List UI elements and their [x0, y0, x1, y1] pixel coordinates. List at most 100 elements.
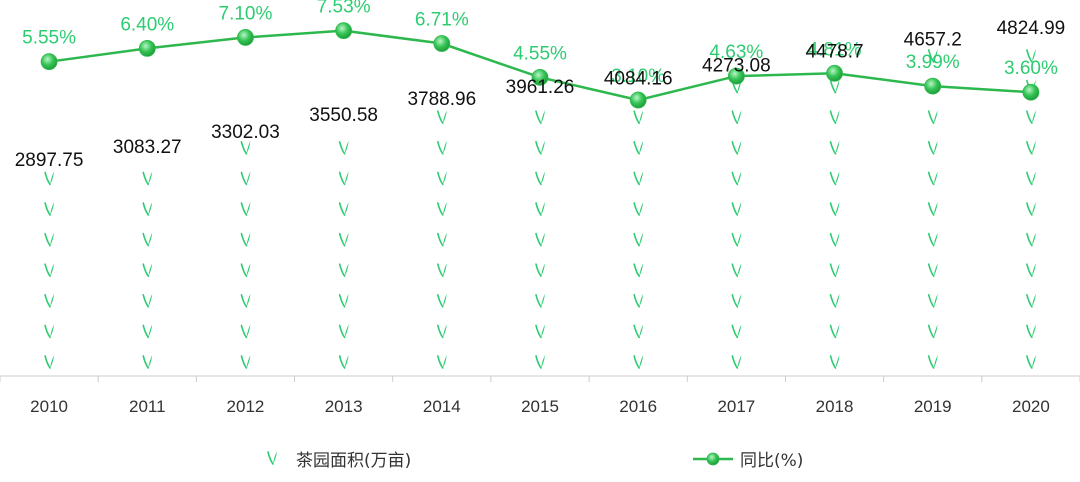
x-tick-label: 2015: [521, 397, 559, 416]
yoy-point[interactable]: [826, 64, 843, 82]
tea-leaf-icon: [927, 355, 938, 369]
yoy-point[interactable]: [433, 35, 451, 52]
yoy-point[interactable]: [40, 53, 58, 71]
tea-leaf-icon: [535, 324, 545, 339]
tea-leaf-icon-glyph: [267, 451, 277, 465]
tea-leaf-icon: [437, 202, 447, 216]
tea-leaf-icon: [338, 355, 349, 369]
yoy-value-label: 6.40%: [120, 14, 174, 35]
yoy-point[interactable]: [727, 67, 745, 85]
area-value-label: 4824.99: [997, 18, 1066, 39]
area-value-label: 4657.2: [904, 29, 962, 50]
area-value-label: 4478.7: [805, 42, 863, 63]
tea-leaf-icon: [240, 293, 251, 308]
tea-leaf-icon: [1026, 140, 1036, 155]
yoy-line-series: [40, 22, 1040, 109]
tea-leaf-icon: [267, 451, 277, 465]
legend: 茶园面积(万亩) 同比(%): [267, 451, 803, 471]
tea-leaf-icon: [633, 110, 644, 124]
tea-leaf-icon: [44, 293, 55, 308]
tea-leaf-icon: [44, 202, 55, 216]
legend-label-area: 茶园面积(万亩): [296, 451, 411, 471]
tea-leaf-icon: [142, 232, 153, 247]
yoy-value-label: 4.63%: [709, 42, 763, 63]
tea-leaf-icon: [927, 293, 938, 308]
yoy-value-label: 3.99%: [906, 52, 960, 73]
yoy-point[interactable]: [629, 91, 647, 109]
tea-leaf-icon: [535, 355, 545, 369]
tea-leaf-icon: [338, 293, 349, 308]
area-value-label: 4084.16: [604, 69, 673, 90]
tea-leaf-icon: [535, 263, 545, 278]
tea-leaf-icon: [437, 110, 447, 124]
yoy-value-label: 7.53%: [317, 0, 371, 18]
area-bar: [142, 171, 153, 369]
tea-leaf-icon: [633, 355, 644, 369]
area-bar: [927, 49, 938, 369]
tea-leaf-icon: [142, 263, 153, 278]
tea-leaf-icon: [44, 171, 55, 186]
tea-leaf-icon: [44, 355, 55, 369]
tea-leaf-icon: [731, 202, 742, 216]
area-value-label: 3961.26: [506, 77, 575, 98]
tea-leaf-icon: [731, 110, 742, 124]
tea-leaf-icon: [240, 171, 251, 186]
tea-leaf-icon: [240, 232, 251, 247]
tea-leaf-icon: [829, 110, 840, 124]
area-value-label: 3083.27: [113, 137, 182, 158]
x-tick-label: 2012: [227, 397, 265, 416]
tea-leaf-icon: [731, 140, 742, 155]
tea-leaf-icon: [633, 202, 644, 216]
tea-leaf-icon: [829, 232, 840, 247]
tea-leaf-icon: [240, 355, 251, 369]
yoy-point[interactable]: [924, 77, 942, 95]
tea-leaf-icon: [731, 232, 742, 247]
tea-leaf-icon: [240, 263, 251, 278]
tea-leaf-icon: [927, 49, 938, 63]
area-bar: [44, 171, 55, 369]
tea-leaf-icon: [633, 232, 644, 247]
tea-leaf-icon: [927, 324, 938, 339]
legend-marker-swatch: [706, 452, 720, 466]
yoy-value-label: 3.10%: [611, 66, 665, 87]
area-bar: [829, 79, 840, 369]
tea-leaf-icon: [1026, 110, 1036, 124]
legend-item-area[interactable]: 茶园面积(万亩): [267, 451, 411, 471]
area-value-label: 3550.58: [309, 105, 378, 126]
yoy-value-label: 3.60%: [1004, 58, 1058, 79]
tea-leaf-icon: [142, 293, 153, 308]
area-bar: [338, 140, 349, 369]
tea-leaf-icon: [142, 202, 153, 216]
tea-leaf-icon: [731, 355, 742, 369]
tea-leaf-icon: [829, 293, 840, 308]
yoy-point[interactable]: [237, 29, 254, 46]
tea-leaf-icon: [338, 263, 349, 278]
yoy-point[interactable]: [138, 39, 156, 57]
area-value-label: 2897.75: [15, 150, 84, 171]
yoy-value-label: 4.55%: [513, 43, 567, 64]
yoy-point[interactable]: [1022, 83, 1040, 101]
tea-leaf-icon: [437, 232, 447, 247]
tea-leaf-icon: [535, 232, 545, 247]
tea-leaf-icon: [437, 171, 447, 186]
yoy-point[interactable]: [335, 22, 353, 40]
tea-leaf-icon: [240, 324, 251, 339]
tea-leaf-icon: [535, 202, 545, 216]
legend-item-yoy[interactable]: 同比(%): [693, 451, 803, 471]
area-value-label: 4273.08: [702, 56, 771, 77]
tea-leaf-icon: [1026, 263, 1036, 278]
tea-leaf-icon: [829, 202, 840, 216]
tea-leaf-icon: [437, 355, 447, 369]
tea-leaf-icon: [731, 293, 742, 308]
x-tick-label: 2011: [129, 397, 166, 416]
tea-leaf-icon: [927, 140, 938, 155]
tea-leaf-icon: [633, 171, 644, 186]
tea-leaf-icon: [731, 263, 742, 278]
tea-leaf-icon: [437, 263, 447, 278]
area-bars: [44, 49, 1036, 369]
tea-leaf-icon: [829, 324, 840, 339]
tea-leaf-icon: [829, 79, 840, 94]
yoy-point[interactable]: [531, 68, 549, 86]
tea-leaf-icon: [829, 355, 840, 369]
